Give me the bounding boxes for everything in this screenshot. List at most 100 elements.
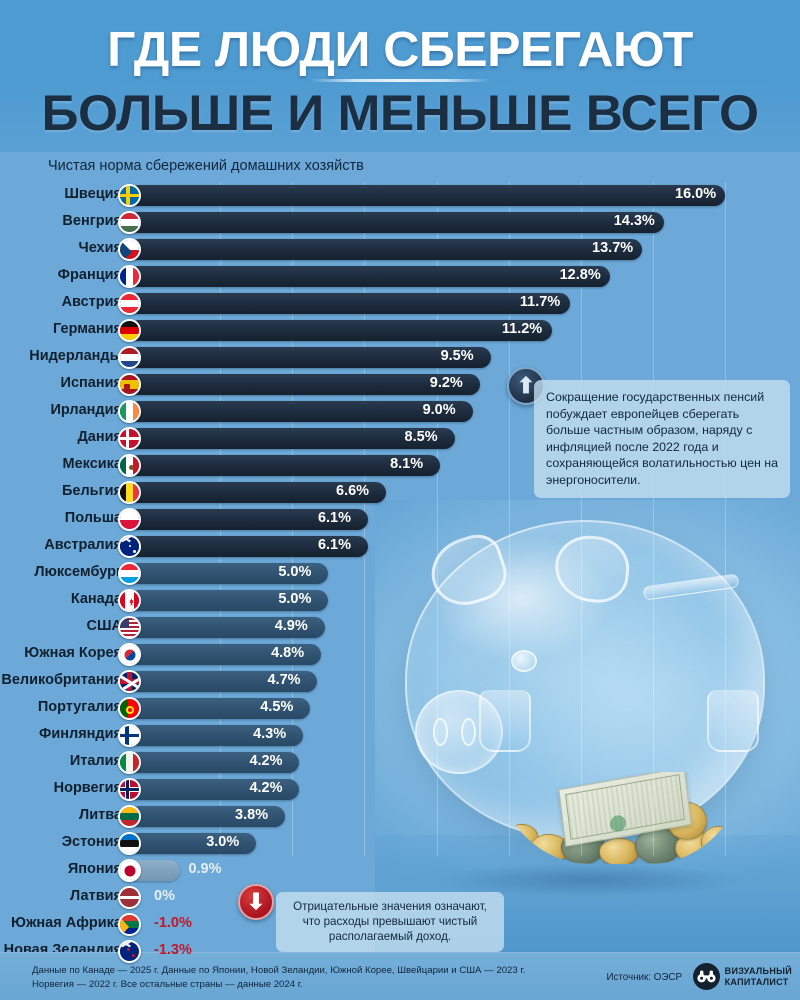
value-label: 16.0%: [675, 186, 717, 202]
flag-icon: [118, 427, 141, 450]
binoculars-icon: [692, 963, 720, 990]
flag-icon: [118, 508, 141, 531]
flag-icon: [118, 643, 141, 666]
chart-row[interactable]: Эстония 3.0%: [0, 830, 800, 857]
country-label: Дания: [77, 429, 122, 445]
flag-icon: [118, 670, 141, 693]
chart-row[interactable]: Бельгия 6.6%: [0, 479, 800, 506]
arrow-down-glyph: ⬇: [246, 889, 266, 914]
value-bar: [128, 617, 325, 638]
page-title-line2: БОЛЬШЕ И МЕНЬШЕ ВСЕГО: [41, 85, 759, 141]
chart-row[interactable]: Нидерланды 9.5%: [0, 344, 800, 371]
value-label: 9.5%: [440, 348, 474, 364]
value-bar: [128, 212, 664, 233]
country-label: Литва: [79, 807, 122, 823]
piggy-eye: [511, 650, 537, 672]
chart-row[interactable]: Южная Корея 4.8%: [0, 641, 800, 668]
value-bar: [128, 266, 610, 287]
chart-row[interactable]: Норвегия 4.2%: [0, 776, 800, 803]
chart-row[interactable]: Южная Африка -1.0%: [0, 911, 800, 938]
value-label: 4.5%: [260, 699, 294, 715]
flag-icon: [118, 400, 141, 423]
piggy-body: [405, 520, 765, 864]
chart-row[interactable]: Финляндия 4.3%: [0, 722, 800, 749]
money-pile: [499, 772, 741, 864]
flag-icon: [118, 346, 141, 369]
flag-icon: [118, 292, 141, 315]
chart-row[interactable]: Латвия 0%: [0, 884, 800, 911]
value-bar: [128, 752, 300, 773]
chart-row[interactable]: Великобритания 4.7%: [0, 668, 800, 695]
brand-logo: ВИЗУАЛЬНЫЙ КАПИТАЛИСТ: [692, 963, 792, 990]
chart-row[interactable]: Австрия 11.7%: [0, 290, 800, 317]
country-label: Финляндия: [38, 726, 122, 742]
chart-row[interactable]: Германия 11.2%: [0, 317, 800, 344]
value-label: 11.7%: [519, 294, 561, 310]
value-label: 4.8%: [271, 645, 305, 661]
chart-row[interactable]: Франция 12.8%: [0, 263, 800, 290]
country-label: Нидерланды: [29, 348, 122, 364]
flag-icon: [118, 373, 141, 396]
flag-icon: [118, 859, 141, 882]
callout-negative-explanation: Отрицательные значения означают, что рас…: [276, 892, 504, 953]
arrow-down-icon: ⬇: [238, 884, 274, 920]
chart-row[interactable]: Испания 9.2%: [0, 371, 800, 398]
country-label: Бельгия: [61, 483, 122, 499]
country-label: Ирландия: [50, 402, 122, 418]
value-bar: [128, 563, 329, 584]
piggy-nostril-right: [461, 718, 476, 746]
flag-icon: [118, 805, 141, 828]
chart-row[interactable]: Португалия 4.5%: [0, 695, 800, 722]
country-label: Южная Корея: [24, 645, 122, 661]
value-bar: [128, 509, 368, 530]
value-label: 5.0%: [278, 591, 312, 607]
value-label: 4.3%: [253, 726, 287, 742]
country-label: Австрия: [61, 294, 122, 310]
chart-row[interactable]: Швеция 16.0%: [0, 182, 800, 209]
country-label: Испания: [60, 375, 122, 391]
value-bar: [128, 806, 286, 827]
flag-icon: [118, 238, 141, 261]
value-label: 6.6%: [336, 483, 370, 499]
value-bar: [128, 698, 311, 719]
chart-row[interactable]: Япония 0.9%: [0, 857, 800, 884]
chart-row[interactable]: Канада 5.0%: [0, 587, 800, 614]
country-label: Норвегия: [53, 780, 122, 796]
chart-row[interactable]: Польша 6.1%: [0, 506, 800, 533]
flag-icon: [118, 184, 141, 207]
country-label: Южная Африка: [11, 915, 122, 931]
header-banner: ГДЕ ЛЮДИ СБЕРЕГАЮТ БОЛЬШЕ И МЕНЬШЕ ВСЕГО: [0, 0, 800, 152]
value-bar: [128, 725, 304, 746]
flag-icon: [118, 265, 141, 288]
value-label: 9.2%: [429, 375, 463, 391]
flag-icon: [118, 589, 141, 612]
value-bar: [128, 401, 473, 422]
country-label: Франция: [57, 267, 122, 283]
page-title-line1: ГДЕ ЛЮДИ СБЕРЕГАЮТ: [107, 23, 693, 77]
chart-row[interactable]: США 4.9%: [0, 614, 800, 641]
flag-icon: [118, 778, 141, 801]
chart-row[interactable]: Венгрия 14.3%: [0, 209, 800, 236]
flag-icon: [118, 535, 141, 558]
country-label: Австралия: [44, 537, 122, 553]
value-label: 3.0%: [206, 834, 240, 850]
chart-row[interactable]: Литва 3.8%: [0, 803, 800, 830]
value-label: 6.1%: [317, 510, 352, 526]
logo-line-1: ВИЗУАЛЬНЫЙ: [724, 965, 792, 976]
flag-icon: [118, 481, 141, 504]
piggy-leg-front: [479, 690, 531, 752]
value-label: 0%: [154, 888, 175, 904]
piggy-leg-back: [707, 690, 759, 752]
country-label: Германия: [53, 321, 122, 337]
chart-row[interactable]: Чехия 13.7%: [0, 236, 800, 263]
chart-row[interactable]: Дания 8.5%: [0, 425, 800, 452]
chart-row[interactable]: Италия 4.2%: [0, 749, 800, 776]
footer-note: Данные по Канаде — 2025 г. Данные по Япо…: [32, 965, 526, 990]
chart-row[interactable]: Австралия 6.1%: [0, 533, 800, 560]
chart-row[interactable]: Мексика 8.1%: [0, 452, 800, 479]
chart-row[interactable]: Люксембург 5.0%: [0, 560, 800, 587]
chart-row[interactable]: Ирландия 9.0%: [0, 398, 800, 425]
value-bar: [128, 428, 455, 449]
value-label: 4.9%: [274, 618, 308, 634]
flag-icon: [118, 886, 141, 909]
